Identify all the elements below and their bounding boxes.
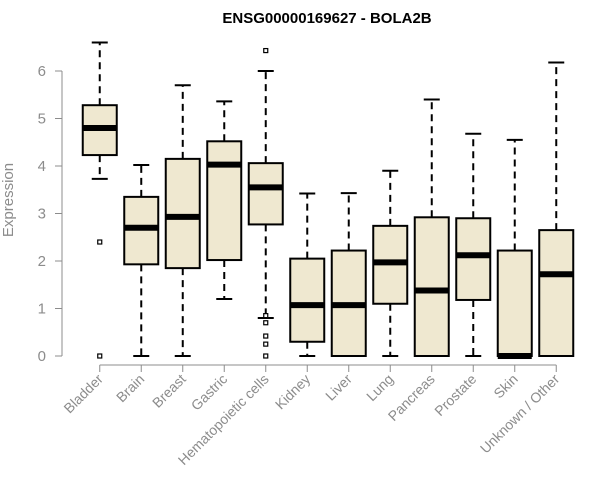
box-skin: [496, 138, 533, 359]
box-kidney: [289, 192, 326, 357]
box-lung: [372, 169, 409, 357]
y-tick-label: 3: [38, 206, 46, 223]
box-iqr: [206, 140, 243, 262]
outlier-point: [263, 313, 269, 319]
y-tick-label: 2: [38, 253, 46, 270]
box-prostate: [455, 132, 492, 357]
outlier-point: [263, 320, 269, 326]
outlier-point: [263, 47, 269, 54]
y-tick-label: 1: [38, 301, 46, 318]
box-bladder: [81, 41, 118, 359]
y-axis: 0 1 2 3 4 5 6: [38, 63, 63, 365]
box-pancreas: [413, 98, 450, 357]
box-iqr: [538, 229, 575, 357]
x-tick-label: Lung: [363, 371, 396, 404]
box-iqr: [289, 257, 326, 343]
y-tick-label: 5: [38, 111, 46, 128]
box-hematopoietic-cells: [247, 47, 284, 359]
chart-title: ENSG00000169627 - BOLA2B: [222, 10, 431, 27]
outlier-point: [263, 333, 269, 339]
box-series: [81, 41, 575, 359]
box-unknown-other: [538, 61, 575, 357]
box-iqr: [496, 249, 533, 357]
x-tick-label: Bladder: [60, 371, 106, 417]
outlier-point: [263, 353, 269, 359]
y-axis-label: Expression: [0, 163, 17, 237]
x-tick-label: Liver: [322, 371, 355, 404]
y-tick-label: 0: [38, 348, 46, 365]
box-iqr: [164, 157, 201, 270]
box-gastric: [206, 100, 243, 300]
x-tick-label: Brain: [113, 371, 147, 405]
x-tick-label: Breast: [149, 371, 189, 411]
x-tick-label: Unknown / Other: [477, 371, 563, 457]
x-tick-label: Skin: [490, 371, 521, 402]
box-brain: [123, 164, 160, 357]
y-tick-label: 4: [38, 158, 46, 175]
outlier-point: [97, 353, 103, 359]
x-tick-label: Kidney: [272, 371, 314, 413]
x-tick-label: Prostate: [431, 371, 479, 419]
outlier-point: [97, 239, 103, 245]
box-breast: [164, 84, 201, 357]
box-iqr: [247, 162, 284, 226]
box-liver: [330, 192, 367, 357]
box-iqr: [455, 217, 492, 301]
box-iqr: [413, 216, 450, 357]
y-tick-label: 6: [38, 63, 46, 80]
outlier-point: [263, 341, 269, 347]
